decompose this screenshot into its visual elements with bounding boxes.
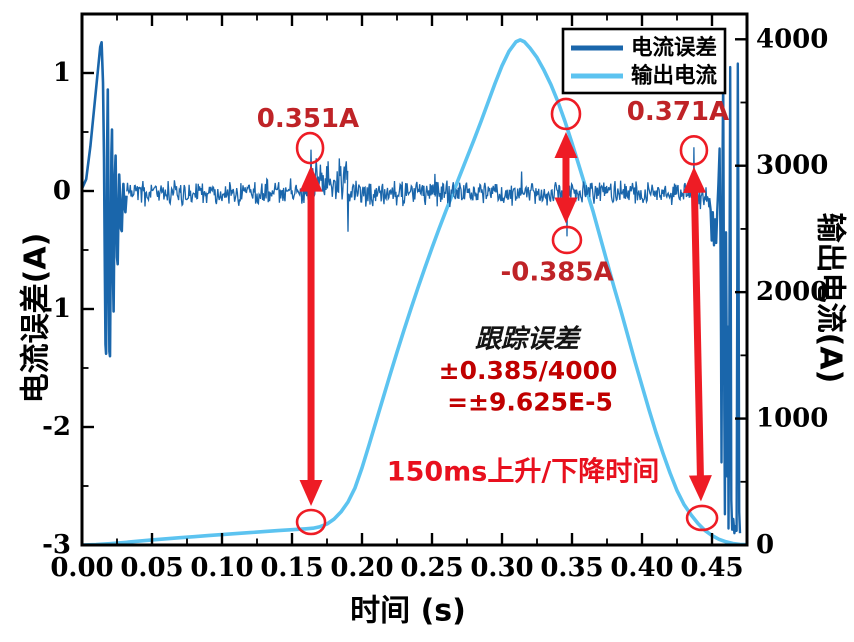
x-tick-label: 0.15 — [260, 553, 323, 583]
annotation-label: 0.371A — [627, 97, 729, 127]
y-right-axis-label: 输出电流(A) — [813, 213, 848, 384]
x-tick-label: 0.20 — [330, 553, 393, 583]
y-left-tick-label: -1 — [42, 294, 71, 324]
x-tick-label: 0.10 — [190, 553, 253, 583]
annotation-circle — [685, 504, 719, 532]
annotation-circle — [295, 508, 327, 536]
x-tick-label: 0.25 — [400, 553, 463, 583]
annotation-label: 跟踪误差 — [475, 325, 582, 355]
error-start-transient — [82, 41, 128, 358]
annotation-circle — [551, 225, 583, 255]
series-layer — [82, 38, 747, 545]
y-left-axis-label: 电流误差(A) — [19, 233, 54, 404]
y-right-tick-label: 2000 — [756, 277, 828, 307]
legend: 电流误差 输出电流 — [561, 27, 727, 95]
legend-box — [561, 27, 727, 95]
x-tick-label: 0.05 — [120, 553, 183, 583]
y-left-tick-label: 0 — [53, 176, 71, 206]
y-left-tick-label: -3 — [42, 530, 71, 560]
annotations-layer: 0.351A -0.385A 0.371A 跟踪误差±0.385/4000 =±9.62… — [257, 97, 729, 536]
x-tick-label: 0.30 — [470, 553, 533, 583]
plot-frame — [80, 12, 749, 547]
error-noise-band — [126, 147, 710, 237]
x-axis-label: 时间 (s) — [350, 594, 466, 629]
x-tick-label: 0.35 — [540, 553, 603, 583]
annotation-label: 0.351A — [257, 104, 359, 134]
x-tick-label: 0.40 — [610, 553, 673, 583]
annotation-label: -0.385A — [500, 257, 613, 287]
annotation-arrow-shaft — [690, 188, 704, 480]
x-tick-label: 0.00 — [50, 553, 113, 583]
x-tick-label: 0.45 — [680, 553, 743, 583]
y-right-tick-label: 3000 — [756, 151, 828, 181]
annotation-arrowhead-top — [554, 132, 578, 158]
axes-layer: 0.00 0.05 0.10 0.15 0.20 0.25 0.30 0.35 0.40 0.45… — [42, 12, 828, 583]
y-left-tick-label: -2 — [42, 412, 71, 442]
annotation-arrowhead-top — [299, 165, 323, 192]
annotation-label: =±9.625E-5 — [447, 388, 613, 417]
y-right-tick-label: 4000 — [756, 24, 828, 54]
annotation-circle — [679, 134, 709, 166]
annotation-label: ±0.385/4000 — [439, 356, 618, 385]
annotation-arrowhead-bottom — [554, 197, 578, 224]
y-left-tick-label: 1 — [53, 58, 71, 88]
y-right-tick-label: 1000 — [756, 404, 828, 434]
annotation-arrowhead-bottom — [688, 475, 712, 502]
legend-label-output: 输出电流 — [631, 63, 718, 89]
annotation-arrowhead-top — [682, 166, 706, 194]
legend-label-error: 电流误差 — [631, 35, 717, 61]
annotation-circle — [550, 97, 582, 131]
annotation-arrowhead-bottom — [299, 480, 323, 507]
y-right-tick-label: 0 — [756, 530, 774, 560]
annotation-circle — [295, 131, 325, 165]
error-end-transient — [708, 62, 742, 535]
annotation-label: 150ms上升/下降时间 — [387, 456, 659, 487]
output-current-curve — [82, 38, 747, 545]
